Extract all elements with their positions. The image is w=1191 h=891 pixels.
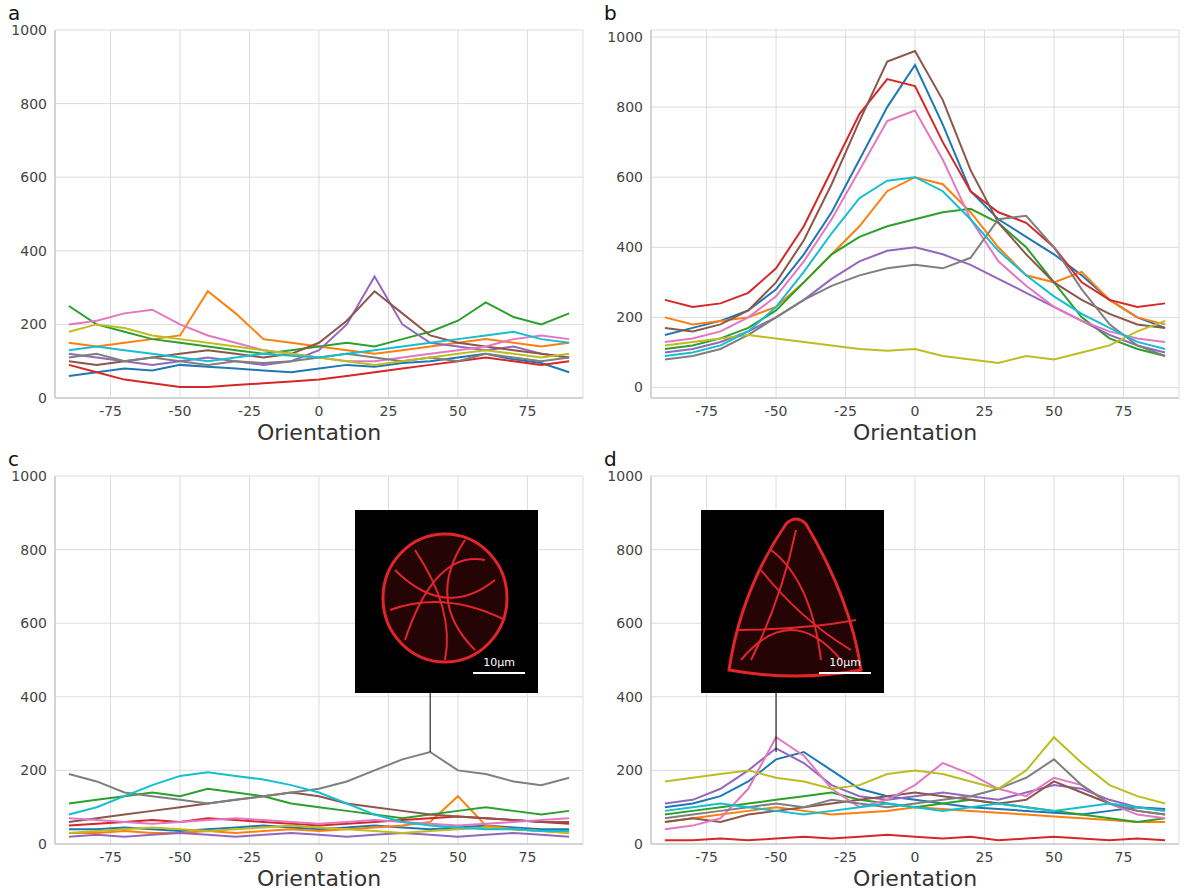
svg-text:-75: -75 [695,849,718,865]
svg-text:600: 600 [20,169,47,185]
svg-text:0: 0 [911,849,920,865]
html-text:b: b [604,1,617,25]
svg-text:0: 0 [315,403,324,419]
svg-text:Orientation: Orientation [853,866,977,891]
svg-text:Orientation: Orientation [257,420,381,445]
svg-text:25: 25 [380,849,398,865]
svg-text:75: 75 [1115,403,1133,419]
svg-text:200: 200 [20,762,47,778]
svg-text:0: 0 [315,849,324,865]
svg-text:0: 0 [634,379,643,395]
svg-text:1000: 1000 [11,22,47,38]
svg-text:400: 400 [616,689,643,705]
svg-text:0: 0 [911,403,920,419]
svg-text:25: 25 [380,403,398,419]
svg-text:-25: -25 [834,849,857,865]
svg-text:25: 25 [976,403,994,419]
svg-text:-25: -25 [238,849,261,865]
svg-text:50: 50 [449,849,467,865]
svg-text:-75: -75 [695,403,718,419]
svg-text:0: 0 [634,836,643,852]
svg-text:200: 200 [20,316,47,332]
svg-text:-50: -50 [765,849,788,865]
svg-text:-75: -75 [99,849,122,865]
svg-text:-50: -50 [765,403,788,419]
svg-text:75: 75 [1115,849,1133,865]
svg-text:600: 600 [20,615,47,631]
svg-text:800: 800 [20,542,47,558]
svg-text:-25: -25 [834,403,857,419]
svg-text:800: 800 [20,96,47,112]
svg-text:-50: -50 [169,849,192,865]
svg-text:-75: -75 [99,403,122,419]
svg-text:Orientation: Orientation [257,866,381,891]
svg-text:75: 75 [519,403,537,419]
svg-text:0: 0 [38,836,47,852]
svg-text:600: 600 [616,615,643,631]
svg-text:25: 25 [976,849,994,865]
svg-text:-50: -50 [169,403,192,419]
svg-text:-25: -25 [238,403,261,419]
svg-text:1000: 1000 [11,468,47,484]
html-text:a: a [8,1,21,25]
svg-text:400: 400 [616,239,643,255]
svg-text:600: 600 [616,169,643,185]
html-text:d: d [604,447,617,471]
svg-text:800: 800 [616,99,643,115]
svg-text:10μm: 10μm [483,656,515,669]
svg-text:50: 50 [1045,403,1063,419]
svg-text:200: 200 [616,762,643,778]
svg-text:1000: 1000 [607,29,643,45]
svg-text:50: 50 [449,403,467,419]
svg-text:1000: 1000 [607,468,643,484]
svg-text:800: 800 [616,542,643,558]
svg-text:50: 50 [1045,849,1063,865]
svg-text:400: 400 [20,243,47,259]
svg-text:75: 75 [519,849,537,865]
svg-text:200: 200 [616,309,643,325]
html-text:c: c [8,447,19,471]
svg-text:10μm: 10μm [829,656,861,669]
svg-text:Orientation: Orientation [853,420,977,445]
svg-text:0: 0 [38,390,47,406]
svg-text:400: 400 [20,689,47,705]
